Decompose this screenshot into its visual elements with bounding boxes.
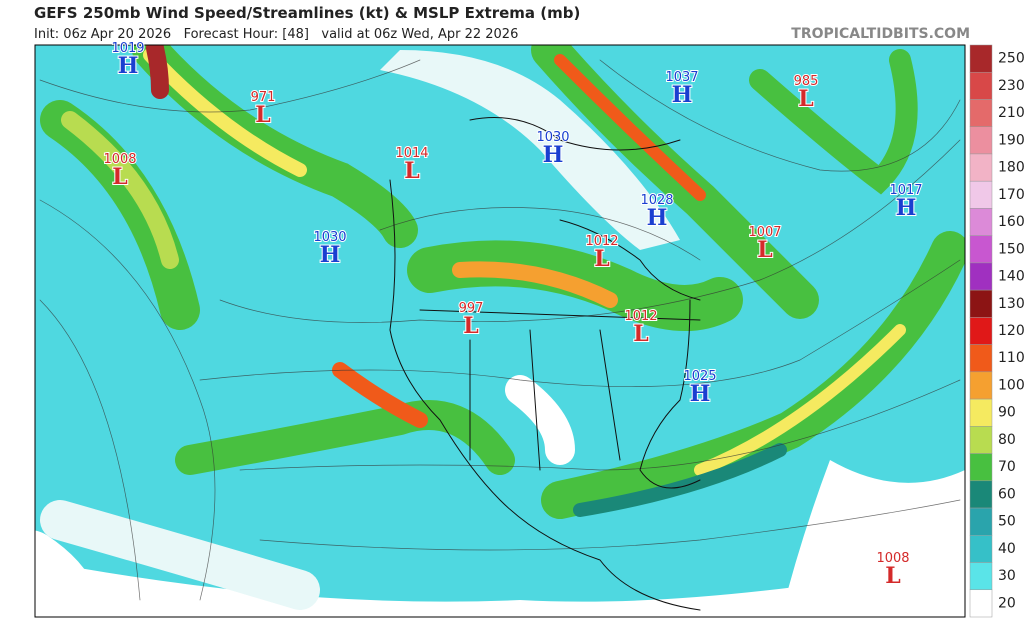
- colorbar-swatch: [969, 507, 993, 536]
- pressure-value: 985: [794, 74, 819, 89]
- colorbar-label: 130: [998, 296, 1024, 312]
- colorbar-label: 160: [998, 214, 1024, 230]
- pressure-letter: L: [463, 313, 478, 339]
- colorbar-swatch: [969, 289, 993, 318]
- pressure-letter: L: [798, 86, 813, 112]
- colorbar-label: 190: [998, 132, 1024, 148]
- colorbar-swatch: [969, 262, 993, 291]
- map: [34, 44, 966, 618]
- colorbar-label: 140: [998, 269, 1024, 285]
- pressure-letter: L: [404, 158, 419, 184]
- colorbar-label: 100: [998, 377, 1024, 393]
- colorbar-label: 180: [998, 160, 1024, 176]
- pressure-value: 1019: [111, 41, 144, 56]
- colorbar-swatch: [969, 589, 993, 618]
- pressure-value: 1012: [624, 309, 657, 324]
- colorbar-swatch: [969, 71, 993, 100]
- pressure-value: 1028: [640, 193, 673, 208]
- pressure-letter: H: [647, 205, 668, 231]
- colorbar-swatch: [969, 99, 993, 127]
- subtitle: Init: 06z Apr 20 2026 Forecast Hour: [48…: [34, 27, 518, 42]
- colorbar-label: 40: [998, 541, 1016, 557]
- colorbar-label: 90: [998, 405, 1016, 421]
- source: TROPICALTIDBITS.COM: [791, 26, 970, 42]
- pressure-value: 1014: [395, 146, 428, 161]
- wind-field: [35, 45, 965, 617]
- colorbar-swatch: [969, 180, 993, 209]
- pressure-value: 1012: [585, 234, 618, 249]
- pressure-value: 1008: [103, 152, 136, 167]
- pressure-value: 997: [459, 301, 484, 316]
- pressure-letter: L: [633, 321, 648, 347]
- colorbar-swatch: [969, 344, 993, 373]
- pressure-letter: H: [320, 242, 341, 268]
- colorbar-swatch: [969, 208, 993, 236]
- colorbar-swatch: [969, 235, 993, 264]
- colorbar-label: 70: [998, 459, 1016, 475]
- colorbar-label: 150: [998, 241, 1024, 257]
- pressure-value: 1007: [748, 225, 781, 240]
- pressure-letter: H: [896, 195, 917, 221]
- colorbar-label: 230: [998, 78, 1024, 94]
- pressure-letter: L: [255, 102, 270, 128]
- colorbar-label: 110: [998, 350, 1024, 366]
- colorbar-swatch: [969, 426, 993, 454]
- colorbar-swatch: [969, 562, 993, 591]
- pressure-letter: H: [118, 53, 139, 79]
- pressure-letter: L: [112, 164, 127, 190]
- pressure-letter: L: [594, 246, 609, 272]
- colorbar-label: 170: [998, 187, 1024, 203]
- pressure-value: 1008: [876, 551, 909, 566]
- pressure-letter: L: [885, 563, 900, 589]
- colorbar-label: 250: [998, 51, 1024, 67]
- pressure-value: 1017: [889, 183, 922, 198]
- colorbar-label: 50: [998, 514, 1016, 530]
- pressure-value: 1037: [665, 70, 698, 85]
- colorbar-swatch: [969, 371, 993, 400]
- colorbar-label: 30: [998, 568, 1016, 584]
- map-frame: [34, 44, 966, 618]
- colorbar-label: 80: [998, 432, 1016, 448]
- title: GEFS 250mb Wind Speed/Streamlines (kt) &…: [34, 4, 580, 22]
- pressure-letter: H: [690, 381, 711, 407]
- colorbar-swatch: [969, 153, 993, 182]
- colorbar-swatch: [969, 480, 993, 509]
- colorbar-label: 120: [998, 323, 1024, 339]
- colorbar-swatch: [969, 398, 993, 427]
- pressure-letter: H: [543, 142, 564, 168]
- colorbar-label: 210: [998, 105, 1024, 121]
- colorbar-swatch: [969, 44, 993, 73]
- pressure-letter: L: [757, 237, 772, 263]
- colorbar-swatch: [969, 535, 993, 563]
- pressure-letter: H: [672, 82, 693, 108]
- colorbar-swatch: [969, 453, 993, 482]
- colorbar-swatch: [969, 317, 993, 345]
- colorbar-label: 60: [998, 486, 1016, 502]
- pressure-value: 1030: [313, 230, 346, 245]
- colorbar-swatch: [969, 126, 993, 155]
- pressure-value: 1025: [683, 369, 716, 384]
- colorbar-label: 20: [998, 595, 1016, 611]
- pressure-value: 971: [251, 90, 276, 105]
- pressure-value: 1030: [536, 130, 569, 145]
